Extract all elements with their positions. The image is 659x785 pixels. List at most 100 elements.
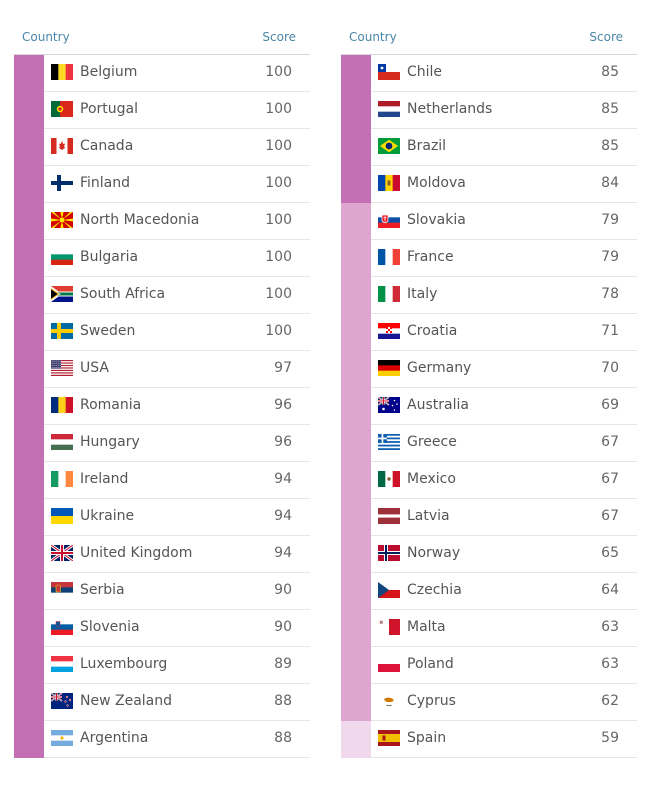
country-name: Argentina <box>80 730 149 746</box>
score-band-swatch <box>14 314 44 351</box>
score-value: 84 <box>601 175 619 191</box>
score-value: 97 <box>274 360 292 376</box>
score-band-swatch <box>14 610 44 647</box>
score-band-swatch <box>14 573 44 610</box>
score-band-swatch <box>341 573 371 610</box>
slovenia-flag-icon <box>51 619 73 635</box>
serbia-flag-icon <box>51 582 73 598</box>
luxembourg-flag-icon <box>51 656 73 672</box>
country-name: Norway <box>407 545 461 561</box>
table-row: Serbia 90 <box>14 573 310 610</box>
table-header: Country Score <box>14 23 310 55</box>
malta-flag-icon <box>378 619 400 635</box>
table-row: Latvia 67 <box>341 499 637 536</box>
score-value: 79 <box>601 249 619 265</box>
country-name: USA <box>80 360 109 376</box>
norway-flag-icon <box>378 545 400 561</box>
canada-flag-icon <box>51 138 73 154</box>
score-band-swatch <box>14 166 44 203</box>
table-row: Argentina 88 <box>14 721 310 758</box>
score-value: 69 <box>601 397 619 413</box>
score-value: 88 <box>274 693 292 709</box>
score-value: 100 <box>265 101 292 117</box>
score-band-swatch <box>341 499 371 536</box>
score-band-swatch <box>14 425 44 462</box>
belgium-flag-icon <box>51 64 73 80</box>
score-band-swatch <box>341 684 371 721</box>
score-band-swatch <box>341 129 371 166</box>
score-value: 96 <box>274 434 292 450</box>
score-value: 65 <box>601 545 619 561</box>
score-value: 96 <box>274 397 292 413</box>
score-value: 63 <box>601 619 619 635</box>
score-value: 94 <box>274 545 292 561</box>
finland-flag-icon <box>51 175 73 191</box>
table-row: Bulgaria 100 <box>14 240 310 277</box>
table-row: North Macedonia 100 <box>14 203 310 240</box>
italy-flag-icon <box>378 286 400 302</box>
table-row: United Kingdom 94 <box>14 536 310 573</box>
table-row: Spain 59 <box>341 721 637 758</box>
germany-flag-icon <box>378 360 400 376</box>
table-row: Mexico 67 <box>341 462 637 499</box>
table-row: Luxembourg 89 <box>14 647 310 684</box>
score-column-header: Score <box>262 30 296 44</box>
score-value: 94 <box>274 508 292 524</box>
country-name: Ireland <box>80 471 129 487</box>
croatia-flag-icon <box>378 323 400 339</box>
country-name: North Macedonia <box>80 212 200 228</box>
score-value: 59 <box>601 730 619 746</box>
table-header: Country Score <box>341 23 637 55</box>
table-body: Chile 85 Netherlands 85 Brazil 85 Moldova 84 Slo… <box>341 55 637 758</box>
score-band-swatch <box>14 388 44 425</box>
table-row: South Africa 100 <box>14 277 310 314</box>
score-band-swatch <box>14 203 44 240</box>
country-name: Portugal <box>80 101 138 117</box>
score-band-swatch <box>14 129 44 166</box>
score-band-swatch <box>341 277 371 314</box>
ireland-flag-icon <box>51 471 73 487</box>
country-name: Poland <box>407 656 454 672</box>
score-value: 90 <box>274 619 292 635</box>
table-row: Hungary 96 <box>14 425 310 462</box>
france-flag-icon <box>378 249 400 265</box>
ukraine-flag-icon <box>51 508 73 524</box>
table-row: Italy 78 <box>341 277 637 314</box>
score-value: 70 <box>601 360 619 376</box>
country-name: Serbia <box>80 582 125 598</box>
score-band-swatch <box>341 462 371 499</box>
table-row: Sweden 100 <box>14 314 310 351</box>
country-name: Luxembourg <box>80 656 168 672</box>
score-value: 100 <box>265 138 292 154</box>
table-row: Brazil 85 <box>341 129 637 166</box>
score-band-swatch <box>341 610 371 647</box>
country-name: Croatia <box>407 323 458 339</box>
score-band-swatch <box>14 499 44 536</box>
new-zealand-flag-icon <box>51 693 73 709</box>
latvia-flag-icon <box>378 508 400 524</box>
score-value: 100 <box>265 175 292 191</box>
table-row: Finland 100 <box>14 166 310 203</box>
slovakia-flag-icon <box>378 212 400 228</box>
country-name: Netherlands <box>407 101 493 117</box>
score-value: 85 <box>601 64 619 80</box>
table-row: Cyprus 62 <box>341 684 637 721</box>
table-row: Malta 63 <box>341 610 637 647</box>
country-column-header: Country <box>349 30 397 44</box>
table-row: Norway 65 <box>341 536 637 573</box>
score-value: 100 <box>265 323 292 339</box>
poland-flag-icon <box>378 656 400 672</box>
mexico-flag-icon <box>378 471 400 487</box>
score-band-swatch <box>341 536 371 573</box>
table-row: Slovenia 90 <box>14 610 310 647</box>
netherlands-flag-icon <box>378 101 400 117</box>
country-name: Hungary <box>80 434 140 450</box>
table-row: Romania 96 <box>14 388 310 425</box>
score-value: 100 <box>265 64 292 80</box>
score-column-header: Score <box>589 30 623 44</box>
portugal-flag-icon <box>51 101 73 117</box>
score-table-left: Country Score Belgium 100 Portugal 100 Canad… <box>14 23 310 758</box>
moldova-flag-icon <box>378 175 400 191</box>
score-value: 88 <box>274 730 292 746</box>
country-name: New Zealand <box>80 693 172 709</box>
